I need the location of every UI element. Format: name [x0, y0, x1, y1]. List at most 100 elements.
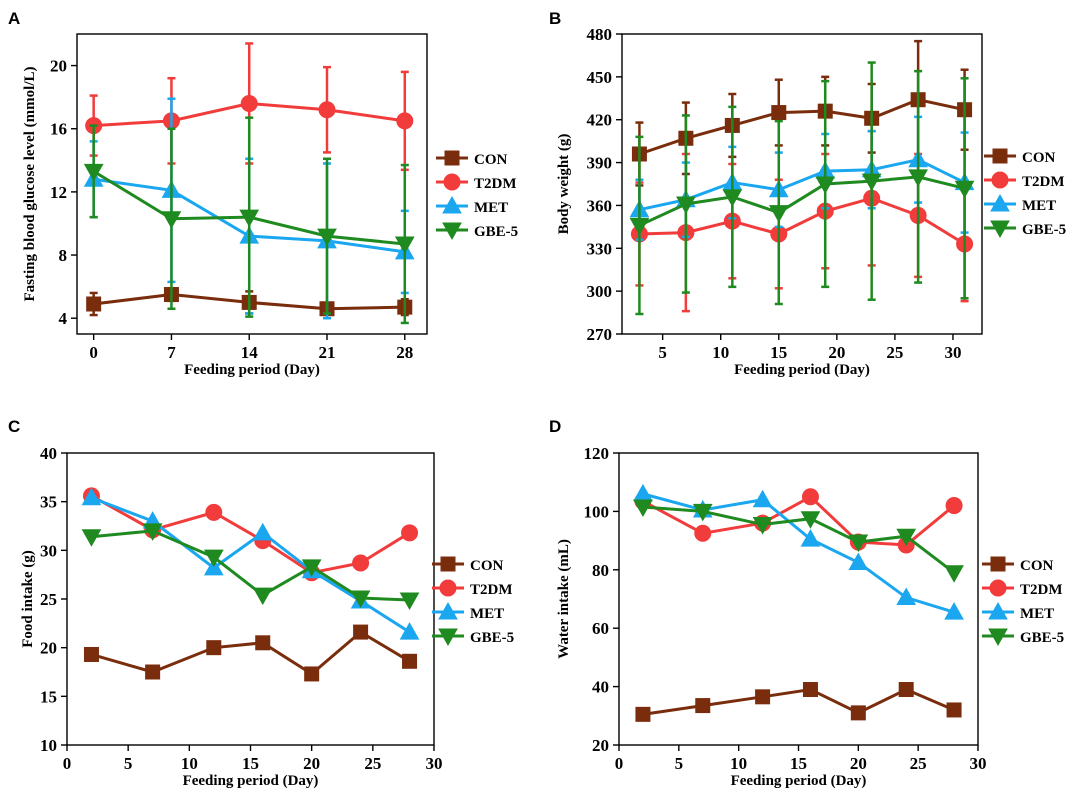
- series-line: [638, 98, 965, 156]
- data-point: [800, 529, 821, 547]
- y-tick-label: 480: [587, 25, 613, 44]
- x-tick-label: 14: [241, 343, 259, 362]
- legend-marker: [990, 556, 1006, 572]
- series-con: [635, 682, 962, 722]
- data-point: [145, 664, 161, 680]
- x-axis-label: Feeding period (Day): [734, 362, 870, 378]
- data-point: [301, 559, 322, 577]
- data-point: [142, 523, 163, 541]
- data-point: [954, 180, 975, 199]
- legend-marker: [443, 173, 461, 191]
- data-point: [946, 702, 962, 718]
- panel-label: C: [8, 417, 20, 436]
- legend-marker: [444, 150, 460, 166]
- legend-label: GBE-5: [470, 630, 514, 646]
- legend-marker: [442, 222, 462, 241]
- data-point: [318, 101, 336, 119]
- data-point: [86, 296, 102, 312]
- y-tick-label: 450: [587, 68, 613, 87]
- legend: CON T2DM MET GBE-5: [984, 148, 1066, 239]
- series-line: [638, 175, 965, 227]
- data-point: [768, 205, 789, 223]
- legend-label: CON: [1022, 150, 1056, 166]
- data-point: [908, 169, 928, 187]
- data-point: [399, 592, 420, 610]
- data-point: [800, 511, 821, 529]
- data-point: [861, 173, 882, 192]
- y-axis-label: Food intake (g): [20, 550, 36, 648]
- legend-marker: [990, 193, 1010, 212]
- x-tick-label: 20: [303, 754, 320, 773]
- data-point: [239, 209, 260, 228]
- legend-marker: [988, 601, 1008, 620]
- data-point: [203, 549, 224, 568]
- data-point: [399, 622, 420, 640]
- x-tick-label: 20: [850, 754, 867, 773]
- data-point: [848, 552, 869, 570]
- data-point: [205, 503, 223, 521]
- data-point: [394, 236, 415, 255]
- data-point: [252, 587, 273, 606]
- x-tick-label: 0: [63, 754, 72, 773]
- data-point: [81, 487, 102, 506]
- y-tick-label: 8: [59, 246, 68, 265]
- axes-frame: [76, 33, 428, 335]
- y-tick-label: 100: [584, 502, 610, 521]
- legend-label: CON: [474, 152, 508, 168]
- data-point: [944, 565, 964, 583]
- y-tick-label: 40: [40, 444, 57, 463]
- y-tick-label: 20: [40, 639, 57, 658]
- chart-panel-c: C 0 5 10 15 20 25 30 10 15 20 25 30 35 40 Feeding perio…: [8, 417, 514, 789]
- data-point: [317, 228, 337, 247]
- y-tick-label: 25: [40, 590, 57, 609]
- x-axis-label: Feeding period (Day): [183, 773, 319, 789]
- axes-frame: [621, 33, 983, 335]
- data-point: [752, 489, 773, 508]
- legend-label: MET: [474, 200, 508, 216]
- panel-label: B: [549, 9, 561, 28]
- legend-label: T2DM: [1020, 582, 1063, 598]
- x-tick-label: 15: [242, 754, 259, 773]
- legend-marker: [438, 601, 458, 620]
- x-tick-label: 30: [970, 754, 987, 773]
- legend-marker: [989, 579, 1007, 597]
- x-tick-label: 25: [910, 754, 927, 773]
- data-point: [695, 698, 711, 714]
- y-tick-label: 120: [584, 444, 610, 463]
- data-point: [722, 189, 743, 207]
- data-point: [304, 666, 320, 682]
- x-tick-label: 0: [89, 343, 98, 362]
- data-point: [161, 211, 182, 229]
- data-point: [635, 706, 651, 722]
- data-point: [240, 94, 258, 112]
- y-tick-label: 4: [59, 309, 68, 328]
- legend-label: CON: [470, 558, 504, 574]
- x-axis-label: Feeding period (Day): [184, 362, 320, 378]
- y-tick-label: 270: [587, 325, 613, 344]
- legend-label: MET: [470, 606, 504, 622]
- legend-label: GBE-5: [1022, 222, 1066, 238]
- data-point: [81, 529, 102, 547]
- data-point: [633, 483, 653, 502]
- x-tick-label: 25: [886, 343, 903, 362]
- legend-label: T2DM: [1022, 174, 1065, 190]
- data-point: [83, 646, 99, 662]
- data-point: [629, 217, 650, 236]
- x-axis-label: Feeding period (Day): [731, 773, 867, 789]
- x-tick-label: 10: [730, 754, 747, 773]
- panel-label: D: [549, 417, 561, 436]
- y-tick-label: 10: [40, 736, 57, 755]
- data-point: [206, 640, 222, 656]
- y-tick-label: 80: [592, 561, 609, 580]
- x-tick-label: 20: [828, 343, 845, 362]
- data-point: [83, 163, 104, 182]
- legend-marker: [440, 556, 456, 572]
- legend: CON T2DM MET GBE-5: [982, 556, 1064, 647]
- data-point: [896, 587, 917, 606]
- chart-panel-b: B 5 10 15 20 25 30 270 300 330 360 390 420 450 480 Feed…: [549, 9, 1066, 378]
- y-tick-label: 20: [50, 57, 67, 76]
- data-point: [353, 624, 369, 640]
- data-point: [850, 705, 866, 721]
- y-axis-label: Fasting blood glucose level (mmol/L): [22, 67, 38, 302]
